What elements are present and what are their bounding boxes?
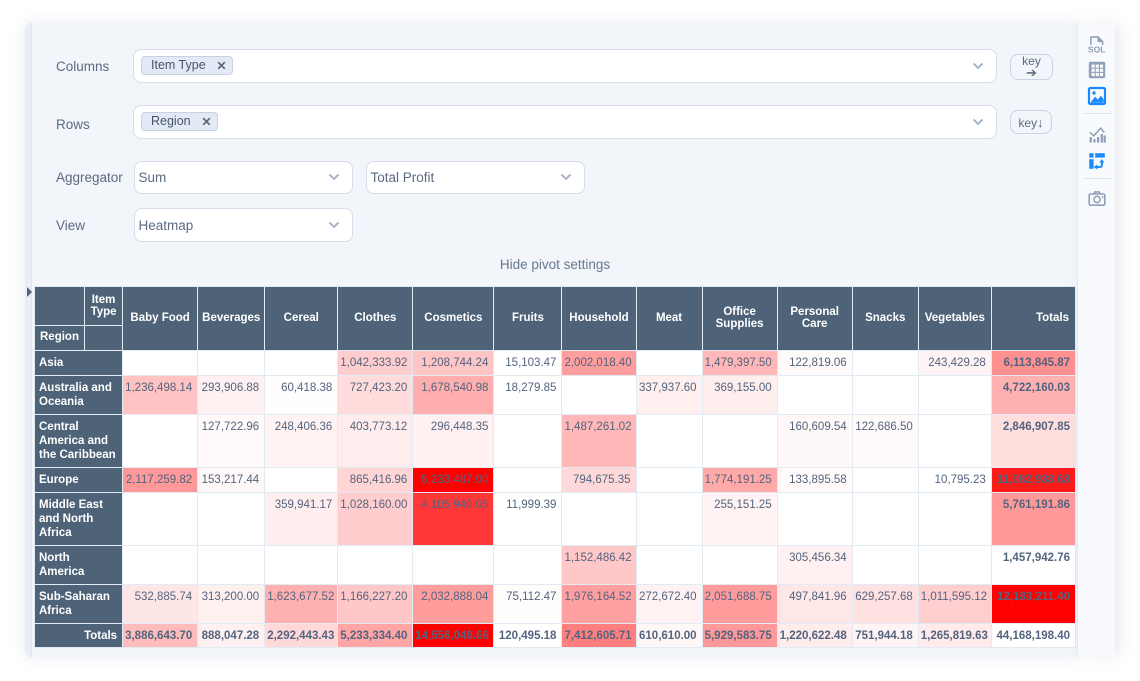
svg-text:SQL: SQL [1088, 44, 1106, 53]
